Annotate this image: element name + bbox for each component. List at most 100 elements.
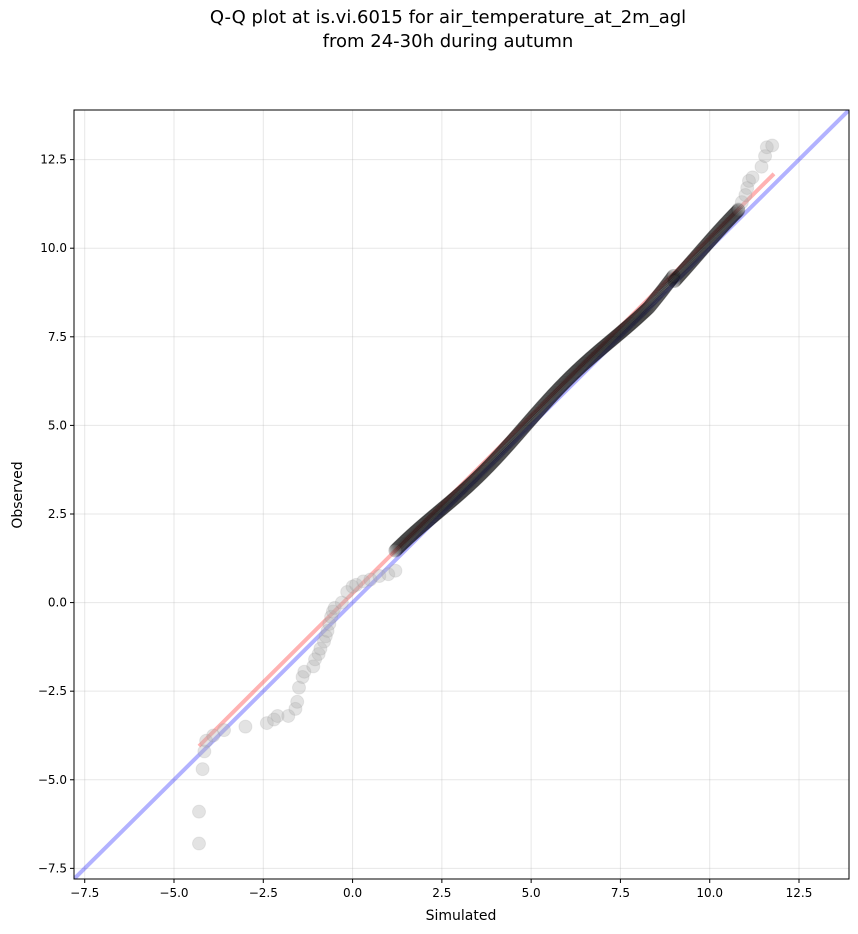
quantile-point bbox=[531, 404, 546, 419]
y-tick-label: 7.5 bbox=[48, 330, 67, 344]
quantile-point bbox=[389, 542, 404, 557]
tail-quantile-point bbox=[325, 604, 340, 619]
quantile-point bbox=[393, 538, 408, 553]
quantile-point bbox=[445, 493, 460, 508]
quantile-point bbox=[554, 379, 569, 394]
quantile-point bbox=[524, 411, 539, 426]
tail-quantile-point bbox=[267, 712, 281, 727]
quantile-point bbox=[717, 218, 731, 233]
quantile-point bbox=[477, 464, 491, 479]
quantile-point bbox=[514, 423, 529, 438]
quantile-point bbox=[629, 312, 644, 327]
quantile-point bbox=[721, 213, 736, 228]
quantile-point bbox=[662, 274, 677, 289]
quantile-point bbox=[425, 509, 440, 524]
quantile-point bbox=[678, 261, 693, 276]
quantile-point bbox=[727, 207, 742, 222]
quantile-point bbox=[674, 266, 689, 281]
quantile-point bbox=[448, 490, 463, 505]
quantile-point bbox=[611, 327, 626, 342]
tail-quantile-point bbox=[327, 600, 342, 615]
quantile-point bbox=[666, 269, 681, 284]
quantile-point bbox=[696, 241, 711, 256]
quantile-point bbox=[706, 229, 721, 244]
quantile-point bbox=[515, 422, 530, 437]
quantile-point bbox=[548, 385, 563, 400]
quantile-point bbox=[595, 341, 610, 356]
quantile-point bbox=[723, 211, 738, 226]
quantile-point bbox=[584, 350, 599, 365]
quantile-point bbox=[568, 365, 583, 380]
quantile-point bbox=[688, 250, 703, 265]
quantile-point bbox=[558, 374, 573, 389]
quantile-point bbox=[612, 326, 627, 341]
quantile-point bbox=[730, 204, 745, 219]
quantile-point bbox=[579, 354, 594, 369]
y-tick-label: 5.0 bbox=[48, 418, 67, 432]
quantile-point bbox=[461, 478, 476, 493]
quantile-point bbox=[637, 304, 652, 319]
quantile-point bbox=[483, 457, 498, 472]
quantile-point bbox=[644, 297, 659, 312]
quantile-point bbox=[651, 288, 666, 303]
quantile-point bbox=[545, 388, 560, 403]
quantile-point bbox=[620, 319, 635, 334]
tail-quantile-point bbox=[754, 159, 769, 174]
y-tick-label: 10.0 bbox=[40, 241, 67, 255]
tail-quantile-point bbox=[270, 708, 285, 723]
tail-quantile-point bbox=[195, 762, 210, 777]
quantile-point bbox=[403, 528, 418, 543]
quantile-point bbox=[410, 523, 425, 538]
tail-quantile-point bbox=[199, 733, 214, 748]
quantile-point bbox=[457, 482, 472, 497]
tail-quantile-point bbox=[765, 138, 780, 153]
tail-quantile-point bbox=[192, 836, 206, 851]
quantile-point bbox=[442, 495, 457, 510]
quantile-point bbox=[597, 339, 611, 354]
quantile-point bbox=[692, 246, 707, 261]
tail-quantile-point bbox=[311, 646, 326, 661]
quantile-point bbox=[566, 366, 581, 381]
quantile-point bbox=[440, 497, 455, 512]
quantile-point bbox=[511, 426, 526, 441]
quantile-point bbox=[655, 283, 670, 298]
x-tick-label: 7.5 bbox=[611, 886, 630, 900]
quantile-point bbox=[642, 299, 657, 314]
quantile-point bbox=[656, 282, 671, 297]
quantile-point bbox=[601, 335, 616, 350]
x-tick-label: 5.0 bbox=[522, 886, 541, 900]
quantile-point bbox=[689, 249, 704, 264]
quantile-point bbox=[561, 371, 576, 386]
quantile-point bbox=[625, 315, 640, 330]
tail-quantile-point bbox=[281, 708, 296, 723]
quantile-point bbox=[549, 384, 564, 399]
quantile-point bbox=[454, 485, 469, 500]
quantile-point bbox=[583, 351, 598, 366]
quantile-point bbox=[503, 435, 518, 450]
quantile-point bbox=[623, 317, 638, 332]
tail-quantile-point bbox=[313, 641, 328, 656]
quantile-point bbox=[567, 365, 582, 380]
quantile-point bbox=[589, 346, 604, 361]
quantile-point bbox=[429, 506, 444, 521]
quantile-point bbox=[593, 342, 608, 357]
quantile-point bbox=[418, 515, 433, 530]
quantile-point bbox=[408, 524, 423, 539]
quantile-point bbox=[423, 511, 438, 526]
quantile-point bbox=[675, 265, 690, 280]
quantile-point bbox=[485, 455, 500, 470]
quantile-point bbox=[582, 351, 597, 366]
quantile-point bbox=[728, 206, 743, 221]
quantile-point bbox=[641, 300, 656, 315]
quantile-point bbox=[715, 220, 730, 235]
quantile-point bbox=[520, 415, 535, 430]
quantile-point bbox=[402, 529, 417, 544]
tail-quantile-point bbox=[731, 202, 746, 217]
quantile-point bbox=[631, 310, 646, 325]
quantile-point bbox=[450, 488, 465, 503]
quantile-point bbox=[487, 453, 502, 468]
quantile-point bbox=[458, 481, 473, 496]
quantile-point bbox=[417, 516, 432, 531]
quantile-point bbox=[398, 533, 413, 548]
